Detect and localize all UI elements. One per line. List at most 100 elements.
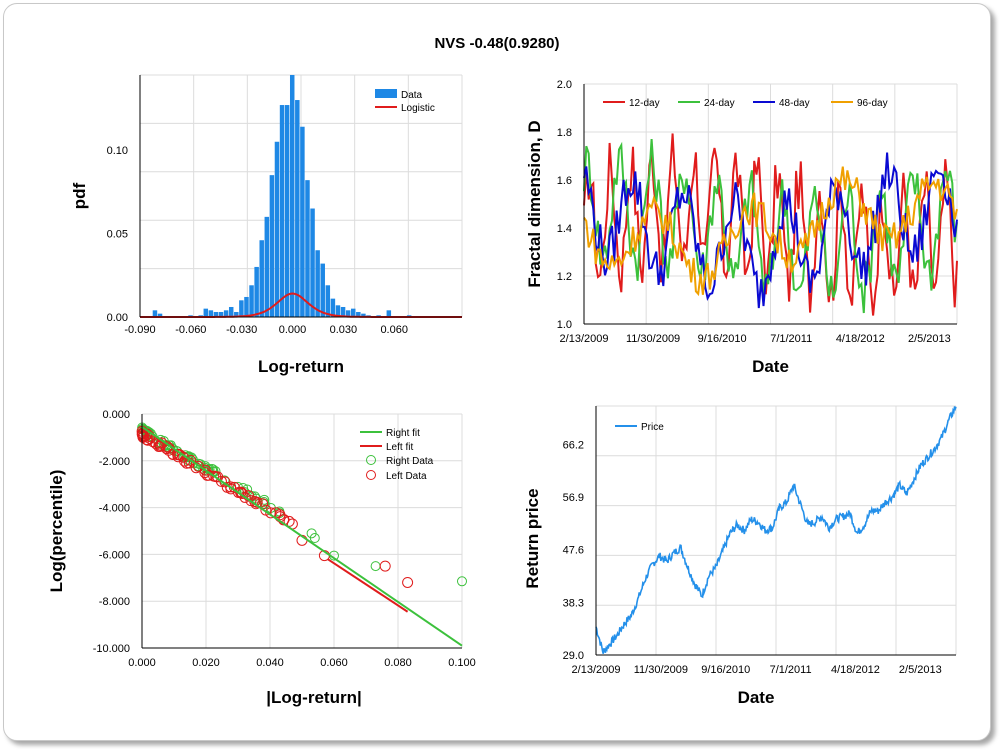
x-tick-label: 2/5/2013 xyxy=(899,664,942,676)
histogram-bar xyxy=(157,313,163,317)
histogram-bar xyxy=(310,208,315,317)
x-tick-label: 9/16/2010 xyxy=(701,664,750,676)
fractal-series-line xyxy=(583,139,958,314)
x-tick-label: 0.040 xyxy=(256,657,284,669)
fractal-series-line xyxy=(583,166,958,297)
histogram-bar xyxy=(223,310,229,317)
y-axis-label: pdf xyxy=(70,182,89,209)
legend-swatch xyxy=(366,455,376,465)
y-tick-label: -10.000 xyxy=(93,643,130,655)
chart-title: NVS -0.48(0.9280) xyxy=(434,35,559,52)
histogram-panel: -0.090 -0.060 -0.030 0.000 0.030 0.060 0.00 0.0… xyxy=(70,74,463,376)
histogram-bar xyxy=(320,263,325,317)
histogram-bar xyxy=(259,240,264,317)
x-tick-label: 9/16/2010 xyxy=(698,333,747,345)
y-tick-label: 66.2 xyxy=(563,439,584,451)
left-data-point xyxy=(379,560,391,572)
x-tick-label: 7/1/2011 xyxy=(770,333,812,345)
histogram-bar xyxy=(330,298,336,317)
histogram-bar xyxy=(335,305,341,317)
x-tick-label: 0.060 xyxy=(380,324,408,336)
y-tick-label: 1.4 xyxy=(557,223,572,235)
legend-label: Logistic xyxy=(401,103,435,114)
legend-label: Right fit xyxy=(386,428,420,439)
x-tick-label: 2/13/2009 xyxy=(560,333,609,345)
x-tick-label: 0.100 xyxy=(448,657,476,669)
left-data-point xyxy=(219,476,231,488)
y-tick-label: 56.9 xyxy=(563,492,584,504)
histogram-bar xyxy=(264,216,270,317)
histogram-bar xyxy=(315,250,320,317)
y-tick-label: 0.00 xyxy=(107,312,128,324)
x-tick-label: 0.000 xyxy=(279,324,307,336)
x-tick-label: 0.020 xyxy=(192,657,220,669)
x-tick-label: 0.030 xyxy=(330,324,358,336)
left-data-point xyxy=(138,430,150,442)
y-tick-label: 0.000 xyxy=(102,409,130,421)
legend-label: 96-day xyxy=(857,98,888,109)
y-tick-label: 29.0 xyxy=(563,650,584,662)
left-data-point xyxy=(402,576,414,588)
left-data-point xyxy=(153,440,165,452)
x-tick-label: 2/13/2009 xyxy=(572,664,621,676)
right-data-point xyxy=(309,533,320,544)
y-axis-label: Fractal dimension, D xyxy=(525,120,544,287)
histogram-bar xyxy=(244,296,249,317)
histogram-bar xyxy=(228,306,234,317)
histogram-bar xyxy=(208,310,214,317)
x-tick-label: -0.090 xyxy=(124,324,155,336)
right-fit-line xyxy=(141,426,463,647)
histogram-bar xyxy=(203,308,209,317)
left-data-point xyxy=(137,431,149,443)
legend-label: Left fit xyxy=(386,442,413,453)
y-axis-label: Log(percentile) xyxy=(47,470,66,593)
y-tick-label: 1.0 xyxy=(557,319,572,331)
left-data-point xyxy=(192,460,204,472)
histogram-bar xyxy=(340,306,346,317)
price-panel: 2/13/2009 11/30/2009 9/16/2010 7/1/2011 4/18… xyxy=(523,405,957,707)
y-tick-label: 47.6 xyxy=(563,545,584,557)
y-tick-label: -8.000 xyxy=(99,596,130,608)
histogram-bar xyxy=(284,105,290,317)
y-tick-label: -6.000 xyxy=(99,549,130,561)
legend-label: 24-day xyxy=(704,98,735,109)
price-line xyxy=(595,406,957,654)
histogram-bar xyxy=(234,311,239,317)
histogram-bar xyxy=(274,141,280,317)
legend-label: Data xyxy=(401,90,423,101)
x-tick-label: 0.060 xyxy=(320,657,348,669)
histogram-bar xyxy=(345,310,351,317)
histogram-bar xyxy=(305,180,310,317)
x-tick-label: 7/1/2011 xyxy=(770,664,812,676)
histogram-bar xyxy=(152,310,158,317)
x-axis-label: Log-return xyxy=(258,357,344,376)
y-tick-label: 1.8 xyxy=(557,127,572,139)
left-data-point xyxy=(221,481,233,493)
histogram-bar xyxy=(361,313,366,317)
legend-label: Price xyxy=(641,422,664,433)
y-axis-label: Return price xyxy=(523,488,542,588)
histogram-bar xyxy=(356,311,361,317)
y-tick-label: 38.3 xyxy=(563,597,584,609)
right-data-point xyxy=(457,576,467,587)
histogram-bar xyxy=(269,175,275,317)
y-tick-label: 1.6 xyxy=(557,175,572,187)
y-tick-label: 1.2 xyxy=(557,271,572,283)
legend-label: Left Data xyxy=(386,471,427,482)
y-tick-label: -4.000 xyxy=(99,503,130,515)
x-tick-label: 0.080 xyxy=(384,657,412,669)
y-tick-label: 2.0 xyxy=(557,79,572,91)
histogram-bar xyxy=(279,105,285,317)
x-tick-label: 11/30/2009 xyxy=(634,664,688,676)
right-data-point xyxy=(370,561,381,572)
histogram-bar xyxy=(239,300,244,317)
x-tick-label: 0.000 xyxy=(128,657,156,669)
x-axis-label: Date xyxy=(738,688,775,707)
y-tick-label: -2.000 xyxy=(99,456,130,468)
x-tick-label: -0.060 xyxy=(175,324,206,336)
x-tick-label: 2/5/2013 xyxy=(908,333,951,345)
left-data-point xyxy=(215,475,227,487)
tail-panel: 0.000 0.020 0.040 0.060 0.080 0.100 0.000 -2.00… xyxy=(47,409,476,707)
y-tick-label: 0.10 xyxy=(107,145,128,157)
